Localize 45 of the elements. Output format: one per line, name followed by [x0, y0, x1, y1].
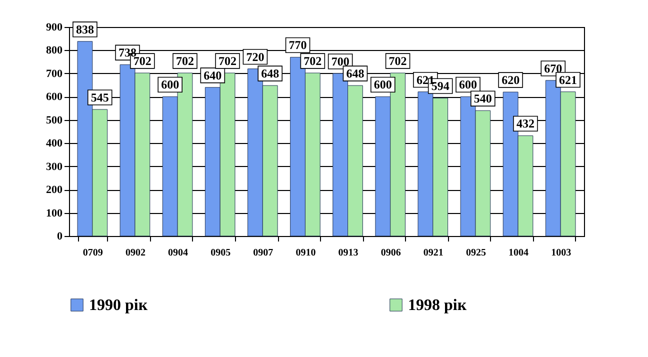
- data-label: 670: [544, 61, 562, 76]
- x-tick-label: 0905: [210, 248, 231, 258]
- x-tick-label: 0925: [466, 248, 486, 258]
- data-label: 600: [459, 78, 478, 92]
- x-tick-label: 0910: [296, 248, 316, 258]
- data-label: 720: [246, 50, 264, 64]
- data-label: 770: [288, 38, 307, 52]
- y-tick-label: 600: [46, 91, 63, 104]
- data-label: 545: [90, 90, 109, 104]
- data-label: 620: [502, 73, 520, 88]
- y-tick-label: 500: [46, 114, 63, 126]
- data-label: 648: [346, 66, 364, 81]
- y-tick-label: 400: [46, 138, 63, 150]
- data-label: 702: [304, 54, 322, 68]
- legend-label: 1990 рік: [89, 297, 148, 314]
- y-tick-label: 700: [46, 68, 63, 80]
- x-tick-label: 0913: [338, 248, 358, 258]
- data-label: 702: [176, 54, 194, 68]
- data-label: 702: [388, 54, 407, 68]
- y-tick-label: 0: [57, 230, 63, 242]
- data-label: 432: [516, 116, 534, 131]
- legend-label: 1998 рік: [408, 297, 468, 314]
- data-label: 600: [374, 78, 392, 92]
- data-label: 621: [559, 72, 578, 87]
- data-label: 700: [331, 54, 350, 68]
- x-tick-label: 0907: [253, 248, 274, 258]
- x-tick-label: 1003: [551, 248, 572, 258]
- y-tick-label: 100: [46, 207, 63, 220]
- x-tick-label: 0904: [168, 248, 188, 258]
- x-tick-label: 1004: [508, 248, 529, 258]
- data-label: 600: [161, 78, 180, 92]
- y-tick-label: 200: [46, 184, 63, 196]
- data-label: 640: [204, 68, 222, 82]
- data-label: 838: [76, 22, 94, 36]
- data-label: 594: [431, 79, 450, 94]
- x-tick-label: 0921: [423, 248, 444, 258]
- x-tick-label: 0902: [125, 248, 146, 258]
- data-label: 540: [474, 92, 492, 106]
- x-tick-label: 0906: [380, 248, 401, 258]
- y-tick-label: 800: [46, 44, 63, 57]
- data-label: 702: [218, 54, 237, 68]
- y-tick-label: 900: [46, 22, 63, 34]
- x-tick-label: 0709: [82, 248, 103, 258]
- y-tick-label: 300: [46, 160, 63, 173]
- data-label: 648: [261, 66, 280, 81]
